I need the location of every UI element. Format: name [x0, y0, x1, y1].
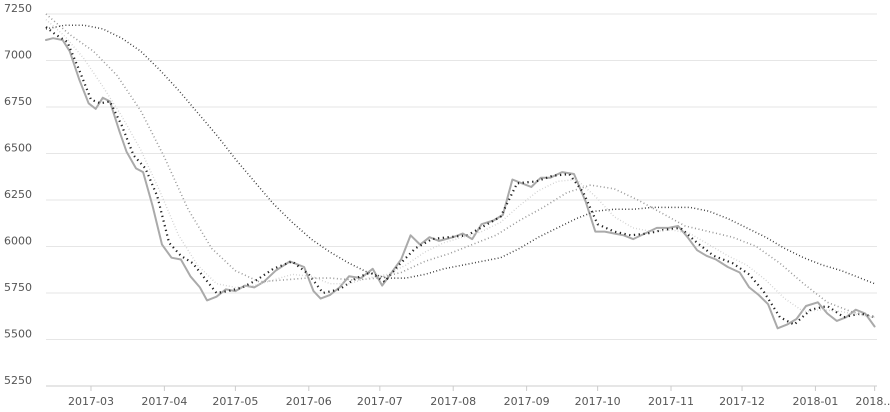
series-line-4 — [45, 19, 875, 318]
x-tick-label: 2017-03 — [68, 395, 114, 408]
y-tick-label: 6000 — [4, 235, 32, 248]
grid-lines — [46, 13, 877, 387]
y-tick-label: 6750 — [4, 95, 32, 108]
x-tick-label: 2017-10 — [575, 395, 621, 408]
x-tick-label: 2017-07 — [357, 395, 403, 408]
y-axis-ticks: 5250 5500 5750 6000 6250 6500 6750 7000 7250 — [4, 2, 32, 387]
series-lines — [45, 13, 876, 330]
x-tick-label: 2017-11 — [648, 395, 694, 408]
series-line-1 — [45, 37, 876, 330]
y-tick-label: 5750 — [4, 281, 32, 294]
x-axis-ticks: 2017-03 2017-04 2017-05 2017-06 2017-07 2017-… — [68, 386, 890, 408]
x-tick-label: 2017-05 — [212, 395, 258, 408]
series-line-3 — [45, 13, 875, 318]
x-tick-label: 2017-09 — [504, 395, 550, 408]
y-tick-label: 7250 — [4, 2, 32, 15]
series-line-2 — [45, 26, 875, 326]
x-tick-label: 2018... — [855, 395, 890, 408]
y-tick-label: 6250 — [4, 188, 32, 201]
x-tick-label: 2017-04 — [141, 395, 187, 408]
y-tick-label: 5500 — [4, 328, 32, 341]
y-tick-label: 5250 — [4, 374, 32, 387]
x-tick-label: 2017-06 — [286, 395, 332, 408]
x-tick-label: 2018-01 — [792, 395, 838, 408]
series-line-5 — [45, 24, 875, 285]
y-tick-label: 6500 — [4, 142, 32, 155]
x-tick-label: 2017-08 — [430, 395, 476, 408]
y-tick-label: 7000 — [4, 49, 32, 62]
x-tick-label: 2017-12 — [719, 395, 765, 408]
